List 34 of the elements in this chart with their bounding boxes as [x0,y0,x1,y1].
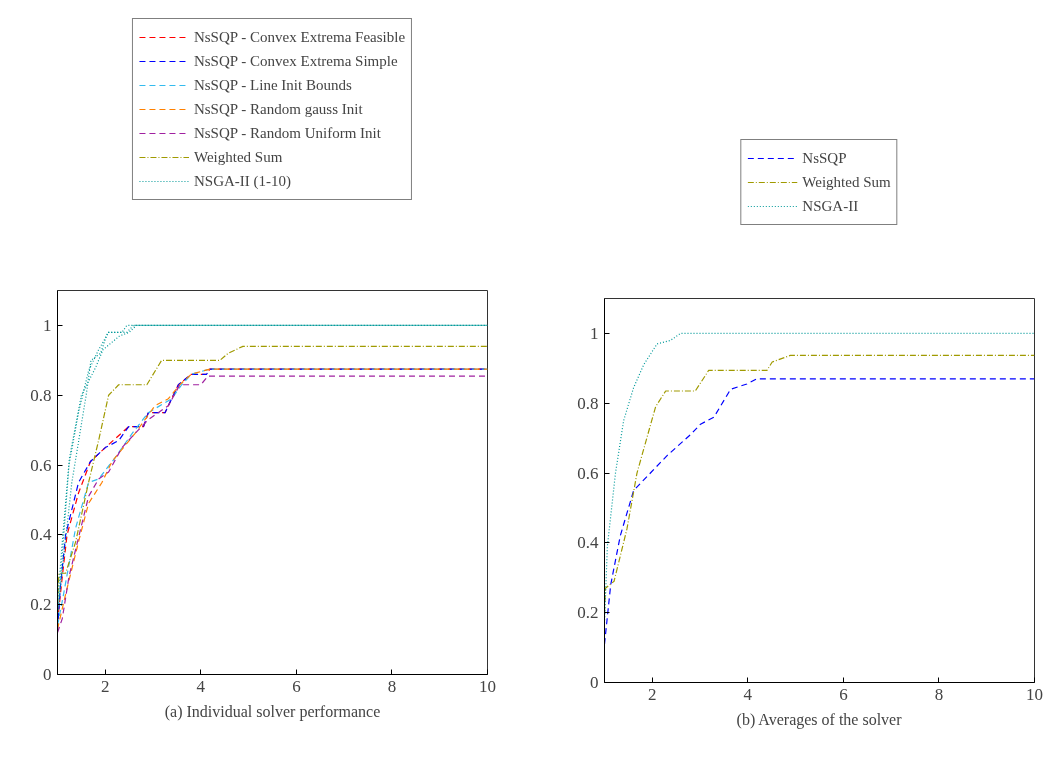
y-tick-label: 1 [590,323,599,343]
legend-label: NsSQP - Random Uniform Init [193,123,381,143]
x-tick-label: 6 [292,676,301,696]
x-tick-label: 4 [196,676,206,696]
y-tick-label: 0.8 [30,385,52,405]
legend-label: NsSQP - Convex Extrema Feasible [193,27,406,47]
legend-label: NSGA-II (1-10) [193,171,292,191]
legend-label: Weighted Sum [802,172,891,192]
y-tick-label: 0.4 [30,525,52,545]
y-tick-label: 0.6 [30,455,52,475]
x-tick-label: 8 [387,676,397,696]
legend-label: NsSQP - Convex Extrema Simple [193,51,398,71]
legend-label: NSGA-II [802,196,859,216]
legend-label: NsSQP - Line Init Bounds [193,75,352,95]
text: (a) Individual solver performance [164,702,381,721]
y-tick-label: 0 [43,665,52,684]
y-tick-label: 0.2 [577,603,599,623]
y-tick-label: 0.2 [30,595,52,615]
legend-label: NsSQP [802,148,847,168]
y-tick-label: 0.6 [577,463,599,483]
legend-label: NsSQP - Random gauss Init [193,99,363,119]
x-tick-label: 2 [101,676,110,696]
x-tick-label: 2 [648,684,657,704]
legend-label: Weighted Sum [193,147,283,167]
y-tick-label: 1 [43,315,52,335]
y-tick-label: 0.4 [577,533,599,553]
y-tick-label: 0 [590,673,599,692]
x-tick-label: 4 [743,684,753,704]
x-tick-label: 8 [934,684,944,704]
x-tick-label: 6 [839,684,848,704]
y-tick-label: 0.8 [577,393,599,413]
x-tick-label: 10 [1026,684,1043,704]
text: (b) Averages of the solver [736,710,903,729]
x-tick-label: 10 [479,676,496,696]
